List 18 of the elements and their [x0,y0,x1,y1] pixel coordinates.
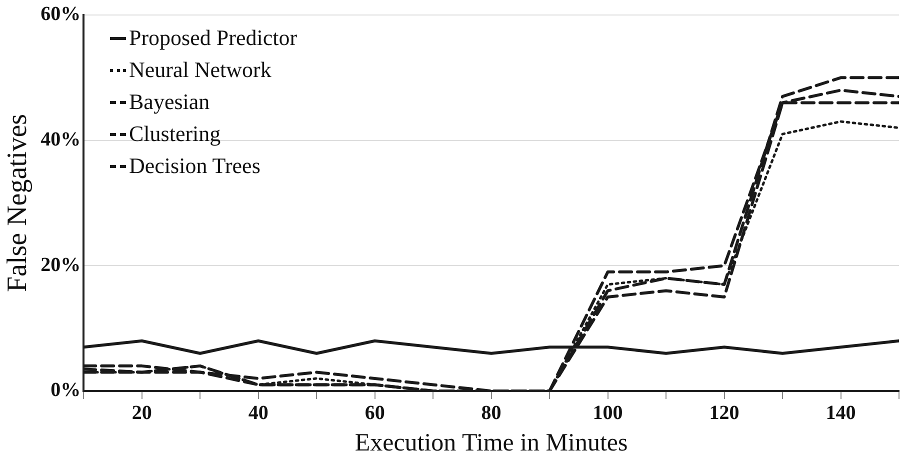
legend-label: Proposed Predictor [129,24,298,52]
legend-label: Neural Network [129,56,272,84]
y-axis-title: False Negatives [2,114,34,292]
x-tick-label: 140 [826,402,856,424]
legend-label: Decision Trees [129,152,260,180]
legend-label: Clustering [129,120,221,148]
y-tick-label: 40% [40,128,81,151]
x-axis-title: Execution Time in Minutes [354,430,628,457]
x-tick-label: 80 [481,402,502,424]
x-tick-label: 40 [248,402,268,424]
x-tick-label: 20 [132,402,152,424]
legend-label: Bayesian [129,88,210,116]
x-tick-label: 120 [709,402,740,424]
y-tick-label: 60% [40,3,81,26]
y-tick-label: 20% [40,254,81,276]
x-tick-label: 100 [592,402,623,424]
x-tick-label: 60 [364,402,385,424]
y-tick-label: 0% [50,379,81,402]
